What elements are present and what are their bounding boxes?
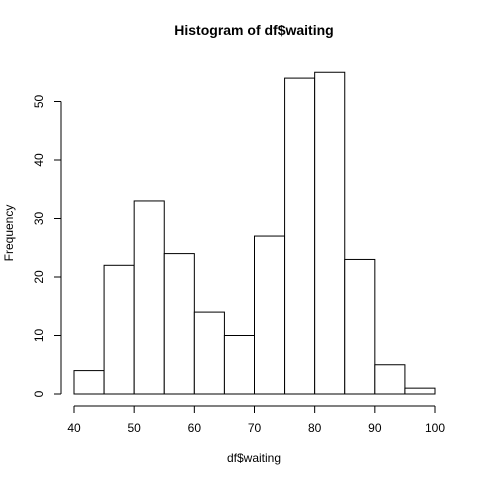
histogram-bar-75-80: [284, 77, 316, 395]
x-tick-label-100: 100: [425, 421, 445, 435]
x-tick-label-70: 70: [248, 421, 262, 435]
x-tick-label-50: 50: [127, 421, 141, 435]
x-axis: 40 50 60 70 80 90 100: [67, 405, 445, 435]
bars-group: [73, 71, 436, 395]
y-tick-label-30: 30: [32, 212, 46, 226]
x-tick-label-80: 80: [308, 421, 322, 435]
y-tick-label-0: 0: [32, 390, 46, 397]
histogram-bar-40-45: [73, 370, 105, 395]
y-tick-label-40: 40: [32, 153, 46, 167]
y-tick-label-50: 50: [32, 95, 46, 109]
histogram-bar-50-55: [133, 200, 165, 395]
y-tick-label-20: 20: [32, 270, 46, 284]
y-axis-label: Frequency: [2, 205, 16, 262]
histogram-bar-55-60: [163, 253, 195, 395]
histogram-bar-70-75: [254, 235, 286, 395]
histogram-bar-90-95: [374, 364, 406, 395]
chart-title: Histogram of df$waiting: [174, 22, 333, 38]
x-axis-label: df$waiting: [227, 451, 281, 465]
histogram-bar-80-85: [314, 71, 346, 395]
y-tick-label-10: 10: [32, 329, 46, 343]
histogram-bar-95-100: [404, 387, 436, 395]
y-axis: 0 10 20 30 40 50: [32, 95, 62, 397]
x-tick-label-40: 40: [67, 421, 81, 435]
x-tick-label-60: 60: [188, 421, 202, 435]
histogram-bar-45-50: [103, 264, 135, 395]
histogram-bar-60-65: [193, 311, 225, 395]
histogram-bar-65-70: [223, 335, 256, 395]
x-tick-label-90: 90: [368, 421, 382, 435]
histogram-bar-85-90: [344, 258, 376, 395]
